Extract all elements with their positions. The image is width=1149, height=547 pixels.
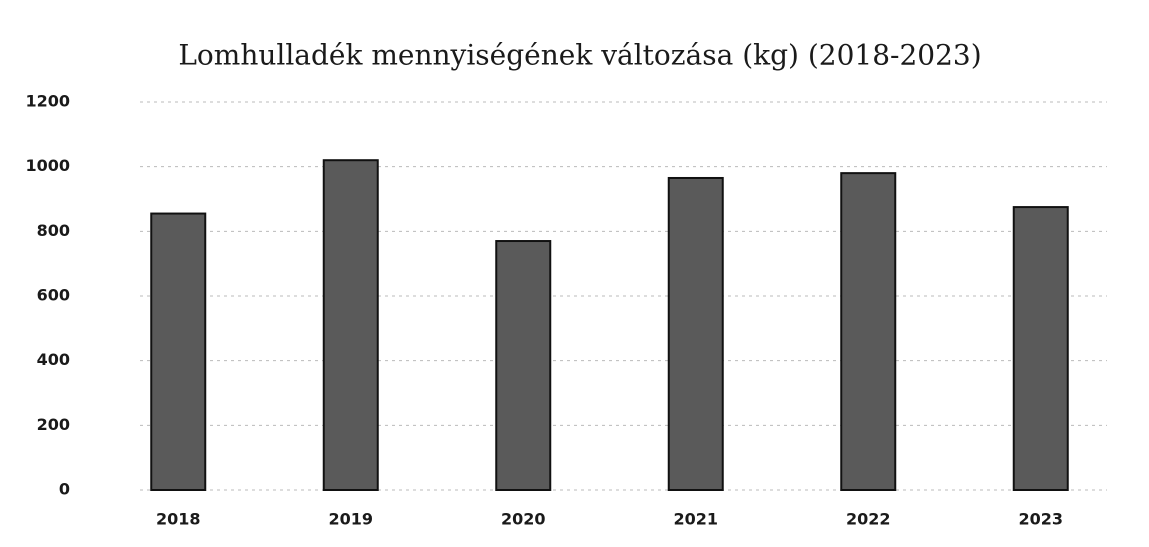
- y-tick-label: 0: [59, 480, 70, 499]
- bar: [667, 176, 724, 491]
- y-tick-label: 1000: [25, 156, 70, 175]
- bar: [1012, 206, 1069, 491]
- x-tick-label: 2021: [673, 510, 718, 529]
- x-tick-label: 2023: [1018, 510, 1063, 529]
- y-tick-label: 1200: [25, 92, 70, 111]
- bar: [322, 159, 379, 491]
- bar: [495, 240, 552, 491]
- y-tick-label: 600: [37, 286, 70, 305]
- x-tick-label: 2019: [328, 510, 373, 529]
- x-tick-label: 2020: [501, 510, 546, 529]
- y-tick-label: 800: [37, 221, 70, 240]
- x-tick-label: 2018: [156, 510, 201, 529]
- bar: [150, 212, 207, 492]
- x-tick-label: 2022: [846, 510, 891, 529]
- y-tick-label: 200: [37, 415, 70, 434]
- chart-title: Lomhulladék mennyiségének változása (kg)…: [178, 39, 981, 72]
- y-tick-label: 400: [37, 350, 70, 369]
- bar: [840, 172, 897, 491]
